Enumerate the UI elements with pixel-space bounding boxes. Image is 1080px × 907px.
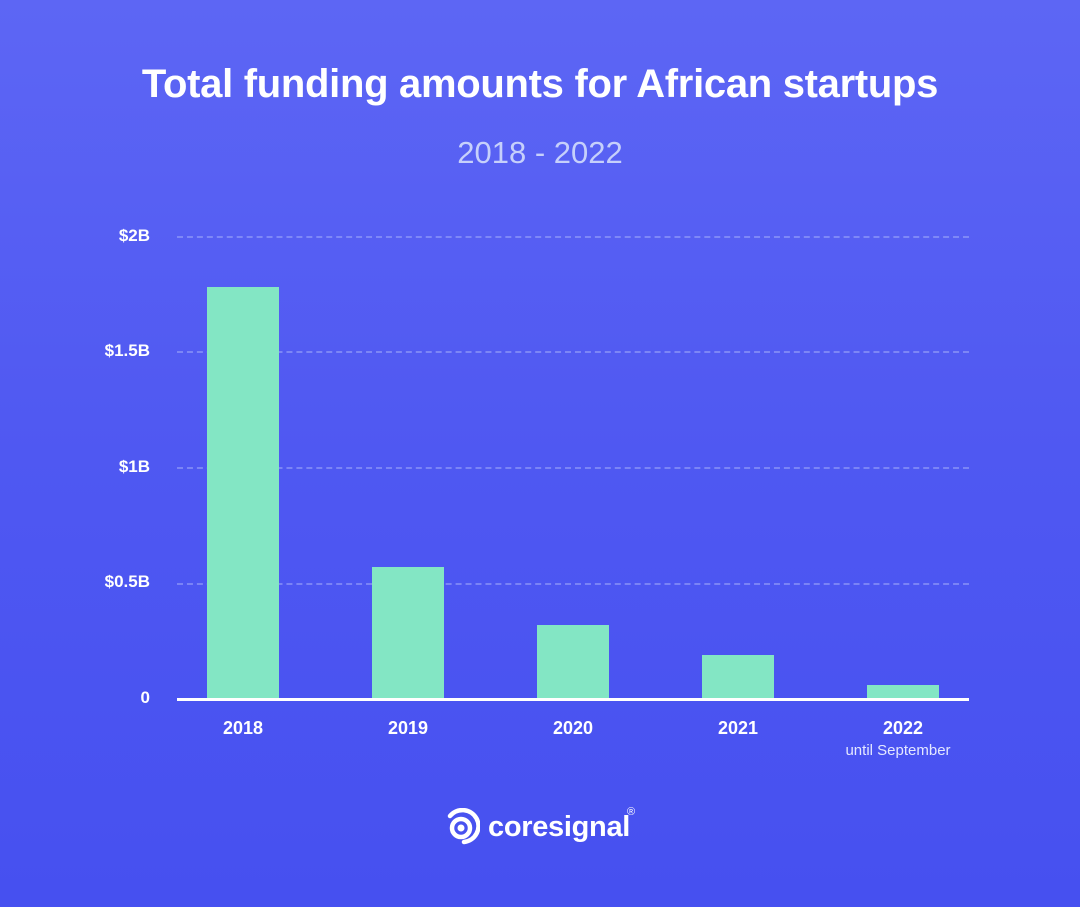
bar-2022 [867, 685, 939, 699]
x-tick-note-2022: until September [845, 742, 951, 759]
y-tick-0: 0 [140, 688, 150, 707]
x-axis-line [177, 698, 969, 701]
y-tick-1.5b: $1.5B [104, 341, 150, 360]
x-tick-2020: 2020 [552, 718, 594, 738]
y-tick-0.5b: $0.5B [104, 572, 150, 591]
chart-subtitle: 2018 - 2022 [457, 135, 623, 170]
gridline-0.5b [177, 583, 969, 585]
gridline-1.5b [177, 351, 969, 353]
bar-2019 [372, 567, 444, 699]
x-tick-2022: 2022 [882, 718, 924, 738]
x-tick-2018: 2018 [222, 718, 264, 738]
y-tick-1b: $1B [118, 457, 150, 476]
bar-2021 [702, 655, 774, 699]
coresignal-signal-icon [447, 808, 480, 845]
chart-title: Total funding amounts for African startu… [141, 62, 939, 106]
bar-2020 [537, 624, 609, 699]
gridline-1b [177, 467, 969, 469]
logo-wordmark: coresignal [488, 810, 631, 843]
bar-2018 [207, 286, 279, 699]
y-tick-2b: $2B [118, 226, 150, 245]
gridline-2b [177, 236, 969, 238]
x-tick-2021: 2021 [717, 718, 759, 738]
registered-mark: ® [627, 806, 636, 818]
x-tick-2019: 2019 [387, 718, 429, 738]
coresignal-logo: coresignal ® [444, 806, 635, 846]
